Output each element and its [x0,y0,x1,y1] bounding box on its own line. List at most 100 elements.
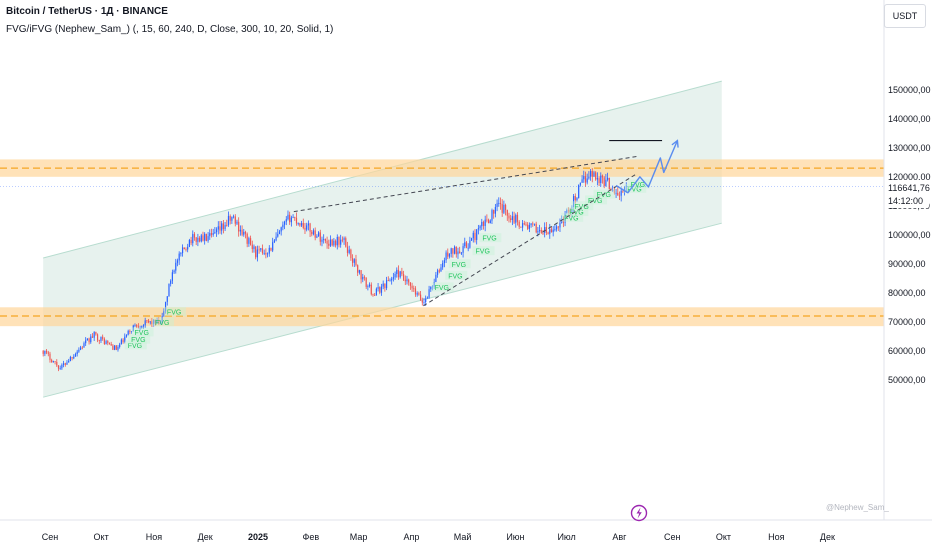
fvg-label: FVG [128,343,142,350]
candle-body [188,240,190,247]
candle-body [448,253,451,257]
fvg-box [124,340,147,350]
candle-body [511,216,513,220]
candle-body [183,247,185,250]
candle-body [73,356,75,359]
candle-body [482,221,485,226]
candle-body [464,242,466,247]
candle-body [617,192,619,196]
candle-body [392,277,394,279]
fvg-box [445,270,468,280]
currency-button[interactable]: USDT [884,4,926,28]
candle-body [515,214,517,223]
candle-body [402,274,405,280]
candle-body [394,273,396,278]
candle-body [579,182,581,185]
candle-body [289,214,291,223]
price-tick-label: 140000,00 [888,114,931,124]
candle-body [460,252,462,254]
candle-body [476,229,478,240]
candle-body [540,230,542,233]
candle-body [102,336,104,339]
candle-body [129,330,131,332]
candle-body [108,342,111,345]
time-tick-label: Июн [506,532,524,542]
candle-body [154,319,156,324]
candle-body [265,252,267,255]
candle-body [576,198,578,201]
candle-body [520,226,522,228]
time-tick-label: Сен [664,532,681,542]
candle-body [401,271,403,275]
candle-body [501,204,503,213]
candle-body [462,246,464,253]
lightning-icon[interactable] [630,504,648,522]
candle-body [309,223,311,232]
candle-body [351,258,354,263]
candle-body [316,236,318,238]
candle-body [205,233,207,241]
price-tick-label: 50000,00 [888,375,926,385]
candle-body [380,286,383,293]
candle-body [533,223,536,225]
candle-body [527,224,529,229]
candle-body [591,171,593,177]
candle-body [350,249,352,259]
candle-body [251,244,253,250]
candle-body [508,215,510,219]
candle-body [166,296,168,302]
candle-body [363,276,366,278]
time-axis[interactable]: Сен Окт Ноя Дек 2025 Фев Мар Апр Май Июн Июл Авг Сен… [42,532,835,542]
candle-body [504,204,507,211]
candle-body [215,229,218,233]
candle-body [56,361,58,366]
time-tick-label: Сен [42,532,59,542]
price-tick-label: 130000,00 [888,143,931,153]
candle-body [391,278,393,281]
candle-body [418,293,420,295]
candle-body [455,246,457,255]
candle-body [340,239,342,245]
candle-body [105,341,107,345]
candle-body [234,216,236,224]
candle-body [589,171,592,177]
time-tick-label: Фев [303,532,320,542]
candle-body [81,347,83,349]
fvg-label: FVG [167,310,181,317]
chart-title[interactable]: Bitcoin / TetherUS · 1Д · BINANCE [6,6,168,17]
candle-body [204,233,206,241]
candle-body [435,274,437,282]
trendline-upper [293,156,637,213]
candle-body [64,363,66,365]
time-tick-label: Апр [403,532,419,542]
candle-body [57,365,60,369]
candle-body [425,298,427,303]
fvg-box [431,282,454,292]
candle-body [268,247,270,254]
candle-body [562,220,564,223]
fvg-label: FVG [131,337,145,344]
indicator-legend[interactable]: FVG/iFVG (Nephew_Sam_) (, 15, 60, 240, D… [6,24,334,35]
candle-body [193,234,196,238]
time-tick-label: Май [454,532,472,542]
candle-body [122,339,124,343]
candle-body [226,225,228,226]
candle-body [498,202,500,204]
fvg-label: FVG [631,182,645,189]
fvg-box [566,207,589,217]
candle-body [481,221,483,227]
candle-body [91,336,94,338]
candle-body [263,252,265,254]
candle-body [285,219,287,222]
candle-body [423,302,425,303]
candle-body [317,232,320,237]
candle-body [564,213,566,223]
candle-body [270,247,272,251]
fvg-box [472,246,495,256]
candle-body [280,227,282,232]
candle-body [544,227,546,233]
candle-body [255,246,257,258]
candle-body [409,282,411,286]
candle-body [411,285,413,289]
